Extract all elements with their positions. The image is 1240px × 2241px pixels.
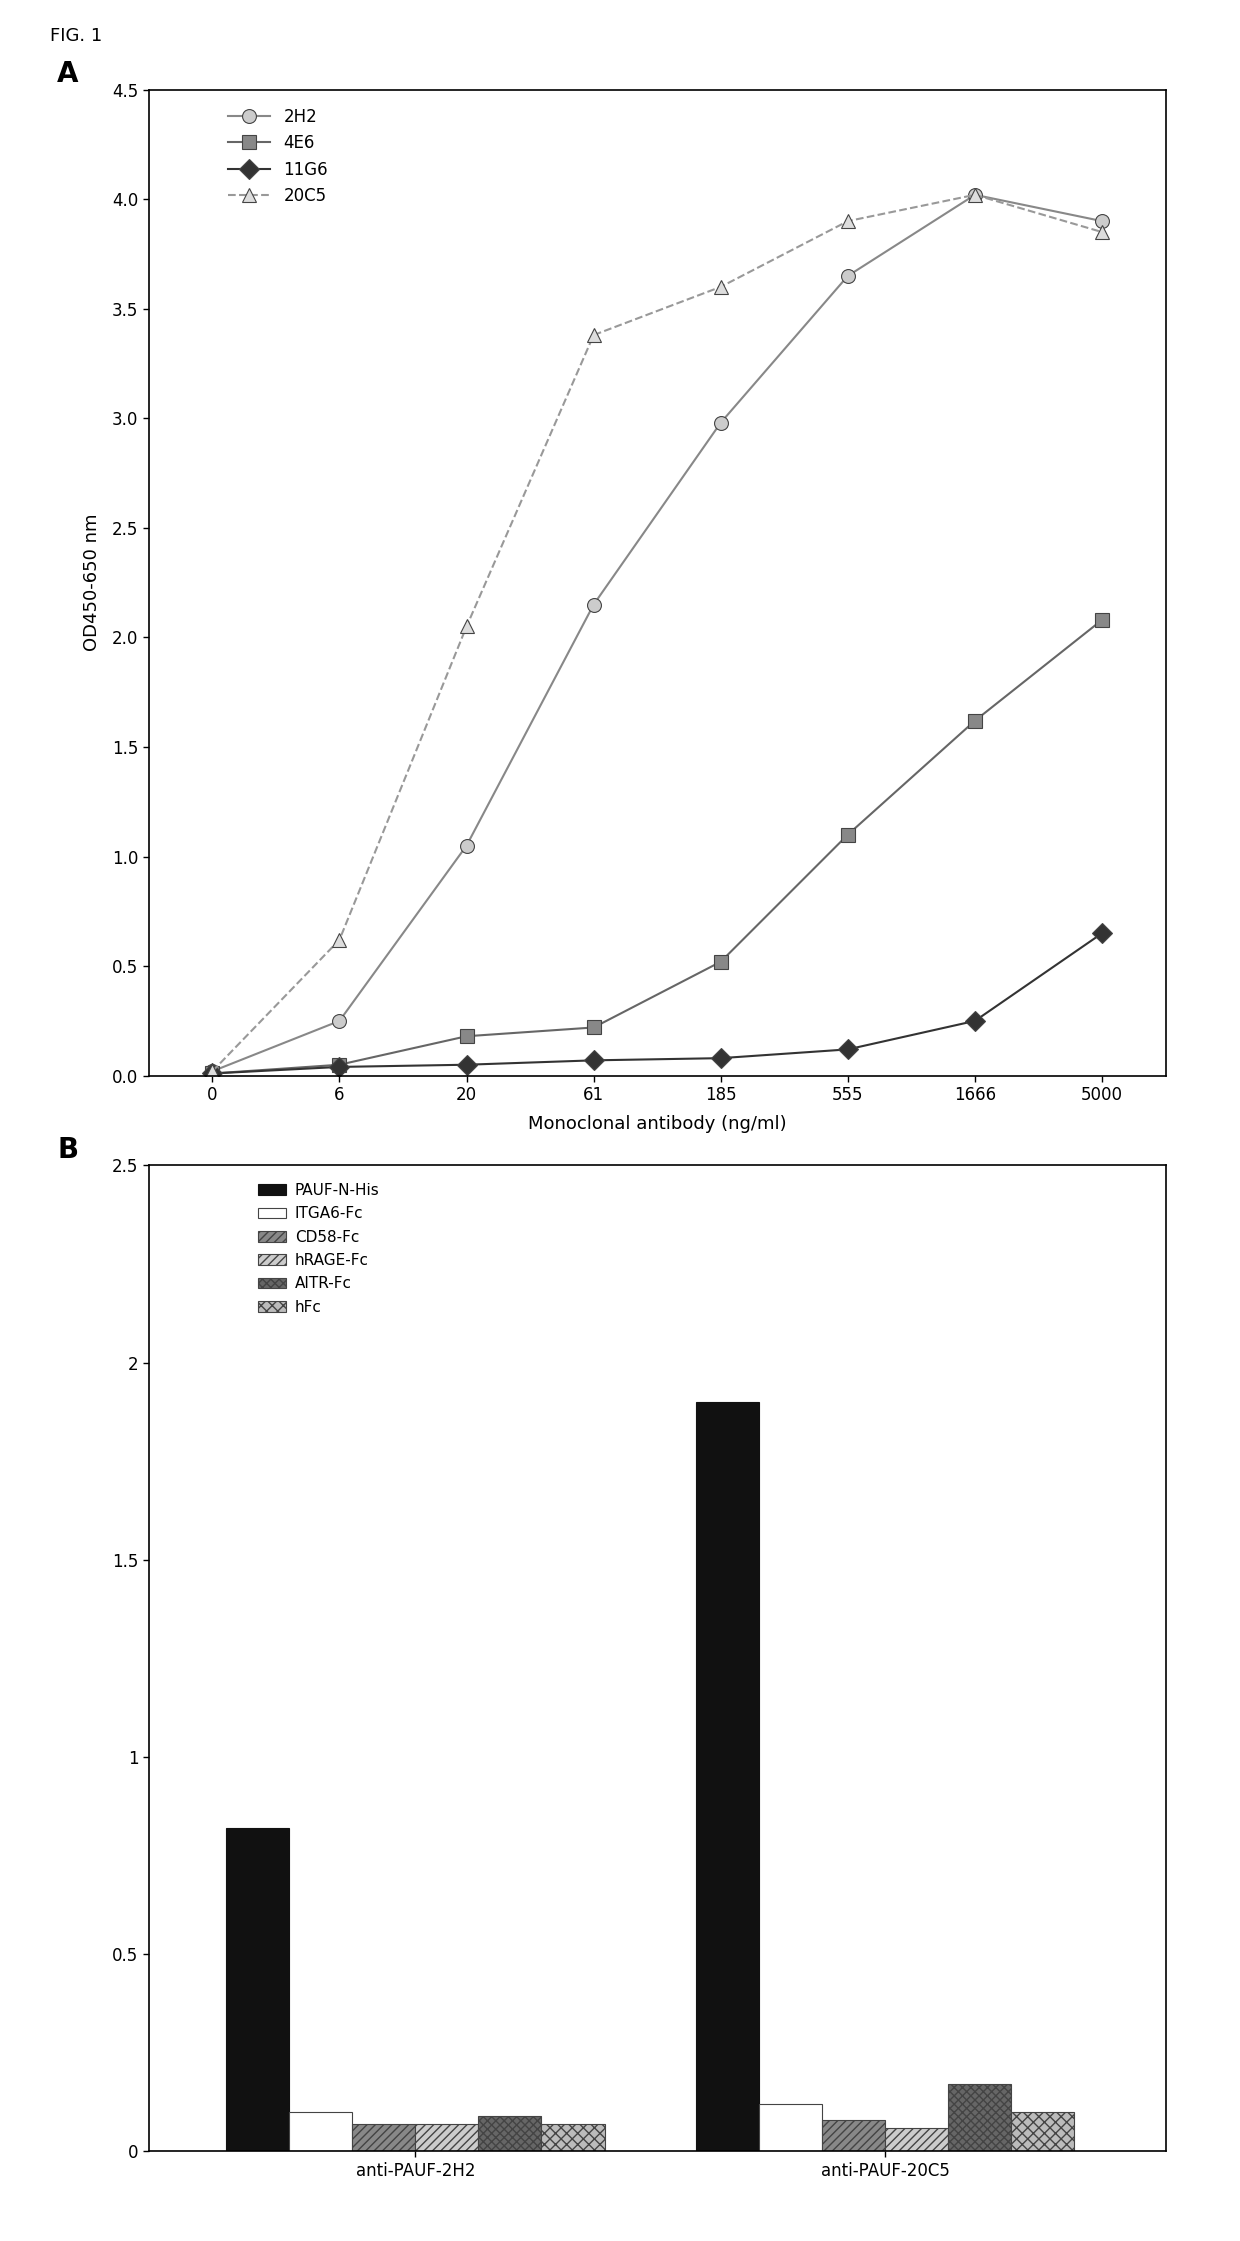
20C5 bbox=[967, 182, 982, 208]
Bar bbox=[479, 2116, 542, 2151]
4E6 bbox=[1095, 607, 1110, 634]
11G6 bbox=[205, 1060, 219, 1087]
11G6 bbox=[841, 1035, 856, 1062]
20C5 bbox=[713, 273, 728, 300]
11G6 bbox=[1095, 919, 1110, 946]
Bar bbox=[352, 2124, 415, 2151]
4E6 bbox=[713, 948, 728, 975]
4E6 bbox=[205, 1060, 219, 1087]
Line: 2H2: 2H2 bbox=[206, 188, 1109, 1078]
2H2 bbox=[967, 182, 982, 208]
Line: 11G6: 11G6 bbox=[206, 926, 1109, 1080]
Text: FIG. 1: FIG. 1 bbox=[50, 27, 102, 45]
4E6 bbox=[459, 1022, 474, 1049]
20C5 bbox=[587, 323, 601, 350]
4E6 bbox=[841, 820, 856, 847]
Legend: 2H2, 4E6, 11G6, 20C5: 2H2, 4E6, 11G6, 20C5 bbox=[228, 108, 327, 204]
Line: 4E6: 4E6 bbox=[206, 614, 1109, 1080]
Bar bbox=[949, 2084, 1012, 2151]
4E6 bbox=[967, 708, 982, 735]
20C5 bbox=[205, 1058, 219, 1085]
Line: 20C5: 20C5 bbox=[206, 188, 1109, 1078]
11G6 bbox=[459, 1051, 474, 1078]
4E6 bbox=[587, 1013, 601, 1040]
11G6 bbox=[713, 1044, 728, 1071]
Bar bbox=[226, 1829, 289, 2151]
2H2 bbox=[459, 831, 474, 858]
11G6 bbox=[967, 1008, 982, 1035]
2H2 bbox=[332, 1008, 347, 1035]
Bar bbox=[1012, 2111, 1074, 2151]
2H2 bbox=[841, 262, 856, 289]
Bar bbox=[822, 2120, 885, 2151]
2H2 bbox=[1095, 208, 1110, 235]
4E6 bbox=[332, 1051, 347, 1078]
Text: A: A bbox=[57, 61, 79, 87]
Bar bbox=[696, 1403, 759, 2151]
Bar bbox=[289, 2111, 352, 2151]
20C5 bbox=[459, 614, 474, 641]
11G6 bbox=[587, 1047, 601, 1073]
Bar bbox=[885, 2127, 949, 2151]
Legend: PAUF-N-His, ITGA6-Fc, CD58-Fc, hRAGE-Fc, AITR-Fc, hFc: PAUF-N-His, ITGA6-Fc, CD58-Fc, hRAGE-Fc,… bbox=[258, 1183, 379, 1315]
20C5 bbox=[1095, 220, 1110, 247]
2H2 bbox=[713, 410, 728, 437]
Bar bbox=[542, 2124, 605, 2151]
Text: B: B bbox=[57, 1136, 78, 1163]
2H2 bbox=[205, 1058, 219, 1085]
20C5 bbox=[332, 926, 347, 952]
2H2 bbox=[587, 592, 601, 619]
Y-axis label: OD450-650 nm: OD450-650 nm bbox=[83, 513, 100, 652]
20C5 bbox=[841, 208, 856, 235]
Bar bbox=[415, 2124, 479, 2151]
Bar bbox=[759, 2104, 822, 2151]
11G6 bbox=[332, 1053, 347, 1080]
X-axis label: Monoclonal antibody (ng/ml): Monoclonal antibody (ng/ml) bbox=[528, 1116, 786, 1134]
